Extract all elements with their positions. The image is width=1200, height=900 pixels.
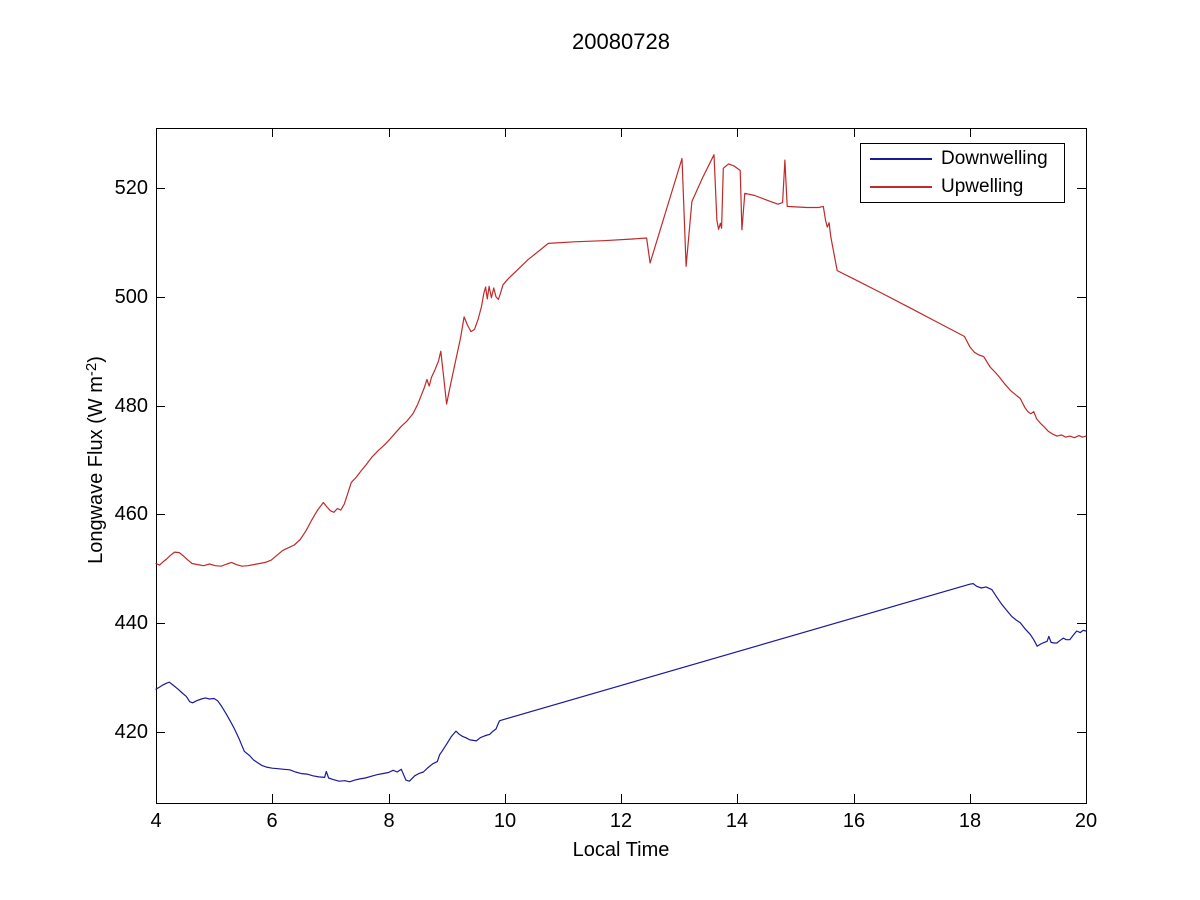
downwelling-line-sample — [870, 157, 932, 160]
legend-item-upwelling: Upwelling — [861, 173, 1064, 201]
legend-label-upwelling: Upwelling — [941, 176, 1024, 198]
chart-title: 20080728 — [572, 29, 670, 54]
x-tick-label: 10 — [493, 810, 517, 832]
y-tick-label: 480 — [114, 395, 148, 417]
y-tick-label: 520 — [114, 177, 148, 199]
x-tick-label: 16 — [842, 810, 866, 832]
x-axis-label: Local Time — [572, 839, 670, 861]
x-tick-label: 6 — [266, 810, 278, 832]
upwelling-line-sample — [870, 186, 932, 189]
x-tick-label: 4 — [150, 810, 162, 832]
y-tick-label: 420 — [114, 721, 148, 743]
y-tick-label: 440 — [114, 612, 148, 634]
y-tick-label: 500 — [114, 286, 148, 308]
series-upwelling-line — [155, 154, 1087, 567]
x-tick-label: 12 — [609, 810, 633, 832]
y-axis-label: Longwave Flux (W m-2) — [81, 356, 107, 564]
plot-box — [156, 128, 1087, 804]
x-tick-label: 8 — [383, 810, 395, 832]
y-axis-label-superscript: -2 — [83, 362, 100, 377]
x-tick-label: 18 — [958, 810, 982, 832]
legend-item-downwelling: Downwelling — [861, 145, 1064, 173]
series-downwelling-line — [155, 583, 1087, 783]
legend-label-downwelling: Downwelling — [941, 147, 1048, 169]
x-tick-label: 14 — [725, 810, 749, 832]
y-tick-label: 460 — [114, 503, 148, 525]
y-axis-label-main: Longwave Flux (W m — [85, 376, 107, 564]
legend: Downwelling Upwelling — [860, 143, 1065, 203]
y-axis-label-end: ) — [85, 356, 107, 363]
x-tick-label: 20 — [1074, 810, 1098, 832]
